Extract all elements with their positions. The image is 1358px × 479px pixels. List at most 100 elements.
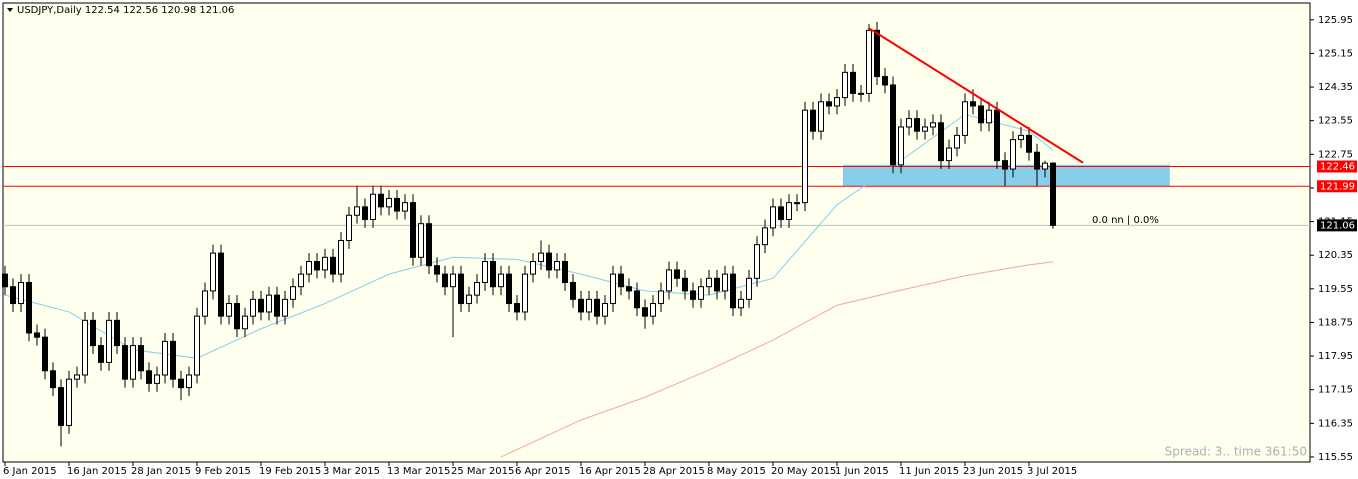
candle-body (266, 294, 272, 313)
candle-body (66, 378, 72, 426)
x-tick-label: 1 Jun 2015 (835, 466, 889, 477)
y-tick-label: 125.95 (1318, 15, 1353, 26)
candle-body (34, 332, 40, 338)
candle-body (634, 290, 640, 309)
x-tick-label: 23 Jun 2015 (963, 466, 1023, 477)
candle-body (794, 202, 800, 205)
zone (843, 164, 1170, 187)
candle-body (578, 298, 584, 313)
candle-body (706, 277, 712, 288)
candle-body (466, 294, 472, 305)
candle-body (74, 374, 80, 380)
candle-body (522, 273, 528, 313)
moving-average (500, 261, 1054, 458)
y-tick-label: 124.35 (1318, 82, 1353, 93)
candle-body (1034, 151, 1040, 170)
candle-body (2, 273, 8, 288)
x-tick-label: 13 Mar 2015 (387, 466, 450, 477)
y-tick-label: 115.55 (1318, 452, 1353, 463)
y-tick-label: 120.35 (1318, 250, 1353, 261)
x-tick-label: 20 May 2015 (771, 466, 836, 477)
candle-body (874, 29, 880, 78)
x-tick-label: 3 Jul 2015 (1027, 466, 1077, 477)
candle-body (338, 239, 344, 275)
candle-body (98, 345, 104, 363)
candle-body (458, 273, 464, 305)
candle-body (786, 202, 792, 220)
candle-body (842, 71, 848, 99)
candle-body (682, 277, 688, 292)
candle-body (714, 277, 720, 292)
candle-body (490, 261, 496, 288)
candle-body (130, 345, 136, 380)
candle-body (154, 374, 160, 384)
x-tick-label: 19 Feb 2015 (259, 466, 321, 477)
candle-body (506, 273, 512, 305)
candle-body (666, 269, 672, 292)
candle-body (698, 286, 704, 300)
candle-body (906, 118, 912, 128)
candle-body (602, 303, 608, 317)
candle-body (250, 298, 256, 317)
candle-body (746, 277, 752, 300)
candle-body (834, 97, 840, 107)
candle-body (946, 147, 952, 162)
chart-title: USDJPY,Daily 122.54 122.56 120.98 121.06 (17, 5, 234, 16)
candle-body (170, 340, 176, 380)
candle-body (538, 252, 544, 263)
candle-body (882, 76, 888, 86)
candle-body (642, 307, 648, 317)
y-tick-label: 122.75 (1318, 149, 1353, 160)
candle-body (562, 261, 568, 284)
candle-body (258, 298, 264, 313)
candle-body (362, 206, 368, 220)
x-tick-label: 28 Jan 2015 (131, 466, 191, 477)
candle-body (186, 374, 192, 389)
candle-body (738, 298, 744, 309)
y-tick-label: 123.55 (1318, 116, 1353, 127)
candle-body (810, 109, 816, 132)
candle-body (234, 303, 240, 330)
price-tag-label: 121.06 (1320, 220, 1355, 231)
candle-body (370, 193, 376, 220)
candle-body (1002, 160, 1008, 170)
candle-body (50, 370, 56, 389)
x-tick-label: 16 Apr 2015 (579, 466, 641, 477)
x-tick-label: 3 Mar 2015 (323, 466, 380, 477)
price-tag-label: 122.46 (1320, 162, 1355, 173)
candle-body (434, 265, 440, 275)
candle-body (418, 223, 424, 258)
candle-body (626, 286, 632, 292)
status-text: Spread: 3.. time 361:50 (1165, 445, 1307, 459)
candle-body (90, 319, 96, 347)
candle-body (402, 202, 408, 212)
menu-arrow[interactable] (7, 8, 13, 12)
candle-body (346, 214, 352, 241)
y-tick-label: 117.95 (1318, 351, 1353, 362)
annotation: 0.0 nn | 0.0% (1092, 215, 1159, 226)
candle-body (850, 71, 856, 94)
candle-body (658, 290, 664, 305)
candle-body (826, 101, 832, 107)
candle-body (178, 378, 184, 389)
candle-body (210, 252, 216, 292)
candle-body (394, 197, 400, 212)
x-tick-label: 16 Jan 2015 (67, 466, 127, 477)
candle-body (650, 303, 656, 317)
y-tick-label: 118.75 (1318, 317, 1353, 328)
candle-body (530, 261, 536, 275)
x-tick-label: 25 Mar 2015 (451, 466, 514, 477)
candle-body (1042, 162, 1048, 170)
y-tick-label: 117.15 (1318, 385, 1353, 396)
candle-body (770, 206, 776, 229)
x-tick-label: 28 Apr 2015 (643, 466, 705, 477)
candle-body (586, 298, 592, 313)
candle-body (762, 227, 768, 246)
candle-body (138, 345, 144, 372)
candle-body (594, 298, 600, 317)
candle-body (922, 126, 928, 132)
x-tick-label: 6 Jan 2015 (3, 466, 57, 477)
candle-body (146, 370, 152, 384)
